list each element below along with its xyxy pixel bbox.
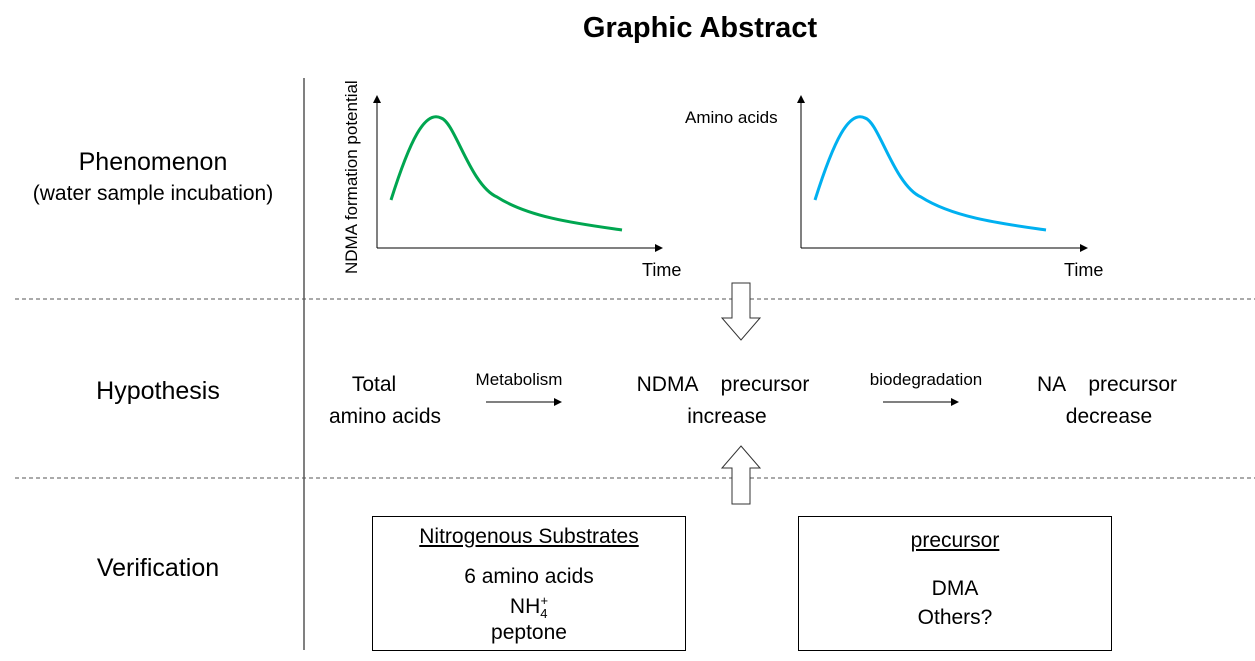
nitrogenous-substrates-box: Nitrogenous Substrates 6 amino acids NH4… bbox=[372, 516, 686, 651]
box2-line2: Others? bbox=[917, 606, 993, 629]
left-chart-xlabel: Time bbox=[642, 260, 682, 280]
right-curve bbox=[813, 115, 1047, 232]
box1-line3: peptone bbox=[491, 621, 567, 644]
box1-line2: NH4+ bbox=[510, 593, 548, 621]
right-chart-ylabel: Amino acids bbox=[685, 108, 778, 127]
hypothesis-mid-2: increase bbox=[687, 405, 767, 428]
box1-line1: 6 amino acids bbox=[464, 565, 594, 588]
hypothesis-end-1: NA precursor bbox=[1036, 373, 1178, 396]
metabolism-label: Metabolism bbox=[475, 370, 563, 389]
left-curve bbox=[389, 115, 623, 232]
down-arrow-icon bbox=[720, 282, 762, 341]
nh-superscript: + bbox=[540, 593, 549, 608]
box1-title: Nitrogenous Substrates bbox=[419, 525, 639, 548]
hypothesis-end-2: decrease bbox=[1065, 405, 1153, 428]
nh-subscript: 4 bbox=[540, 606, 548, 622]
box2-line1: DMA bbox=[931, 577, 979, 600]
left-chart-ylabel: NDMA formation potential bbox=[342, 80, 361, 274]
precursor-box: precursor DMA Others? bbox=[798, 516, 1112, 651]
row-label-hypothesis: Hypothesis bbox=[96, 377, 220, 405]
row-label-verification: Verification bbox=[96, 554, 220, 582]
right-chart-xlabel: Time bbox=[1064, 260, 1104, 280]
biodegradation-label: biodegradation bbox=[869, 370, 983, 389]
hypothesis-mid-1: NDMA precursor bbox=[636, 373, 810, 396]
title: Graphic Abstract bbox=[582, 12, 818, 44]
row-sublabel-phenomenon: (water sample incubation) bbox=[32, 182, 274, 205]
row-label-phenomenon: Phenomenon bbox=[78, 148, 228, 176]
box2-title: precursor bbox=[910, 529, 1000, 552]
hypothesis-start-2: amino acids bbox=[328, 405, 442, 428]
up-arrow-icon bbox=[720, 445, 762, 505]
nh-text: NH bbox=[509, 595, 541, 618]
hypothesis-start-1: Total bbox=[351, 373, 397, 396]
